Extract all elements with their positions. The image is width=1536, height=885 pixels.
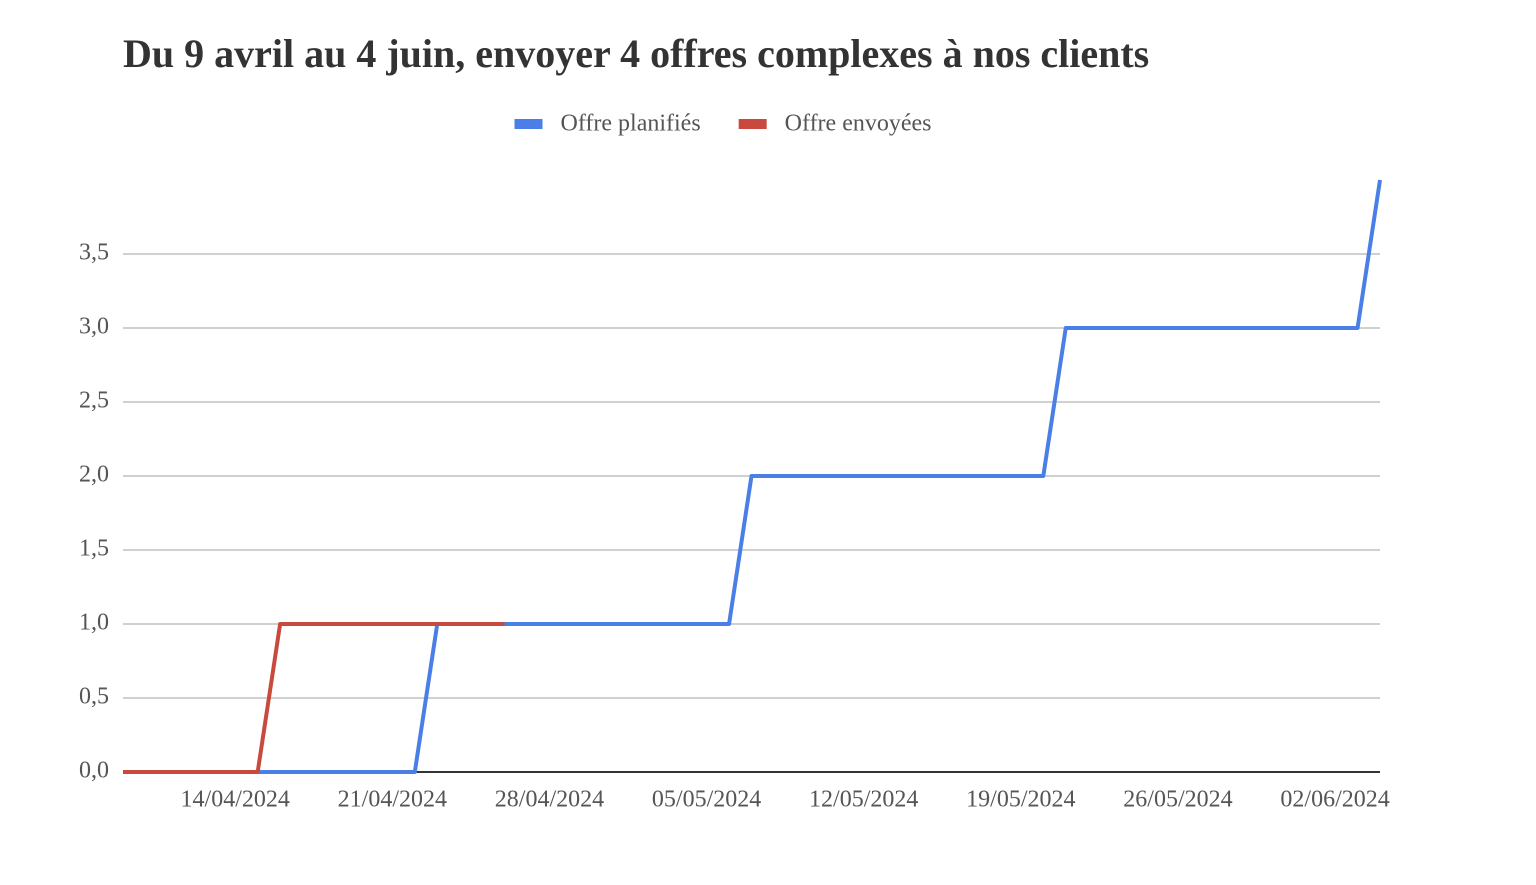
x-tick-label: 19/05/2024: [966, 787, 1075, 813]
y-tick-label: 3,0: [79, 314, 109, 340]
x-tick-label: 14/04/2024: [181, 787, 290, 813]
y-tick-label: 1,0: [79, 610, 109, 636]
x-tick-label: 05/05/2024: [652, 787, 761, 813]
y-tick-label: 0,0: [79, 758, 109, 784]
x-tick-label: 02/06/2024: [1280, 787, 1389, 813]
legend-swatch: [514, 119, 543, 129]
y-tick-label: 2,0: [79, 462, 109, 488]
x-tick-label: 28/04/2024: [495, 787, 604, 813]
series-line: [123, 622, 505, 774]
legend-label: Offre envoyées: [785, 111, 932, 137]
y-tick-label: 3,5: [79, 240, 109, 266]
y-tick-label: 0,5: [79, 684, 109, 710]
x-tick-label: 26/05/2024: [1123, 787, 1232, 813]
x-tick-label: 21/04/2024: [338, 787, 447, 813]
legend-label: Offre planifiés: [561, 111, 701, 137]
x-tick-label: 12/05/2024: [809, 787, 918, 813]
legend-swatch: [738, 119, 767, 129]
y-tick-label: 1,5: [79, 536, 109, 562]
series-line: [123, 179, 1382, 774]
chart-title: Du 9 avril au 4 juin, envoyer 4 offres c…: [123, 31, 1149, 76]
y-tick-label: 2,5: [79, 388, 109, 414]
